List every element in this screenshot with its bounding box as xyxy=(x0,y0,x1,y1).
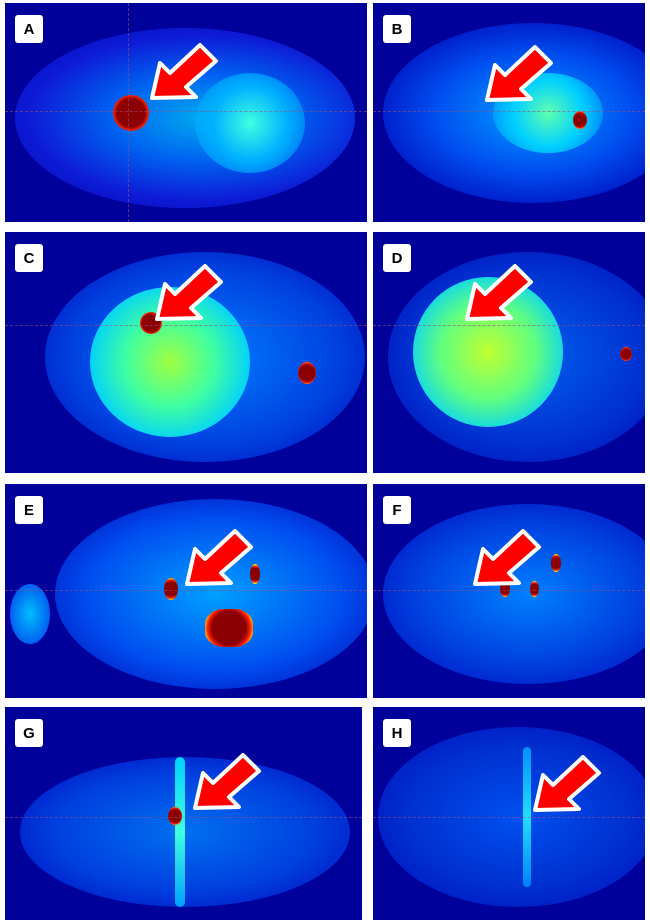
scan-panel-g: G xyxy=(5,707,362,920)
arrow-icon xyxy=(185,529,253,586)
panel-label: E xyxy=(15,496,43,524)
arrow-icon xyxy=(533,755,601,812)
panel-label: H xyxy=(383,719,411,747)
scan-panel-e: E xyxy=(5,484,367,698)
panel-label: G xyxy=(15,719,43,747)
arm-uptake xyxy=(10,584,50,644)
crosshair-horizontal xyxy=(5,325,367,326)
panel-label: D xyxy=(383,244,411,272)
lesion-hotspot xyxy=(500,581,510,597)
body-outline xyxy=(383,504,645,684)
scan-panel-c: C xyxy=(5,232,367,473)
lesion-hotspot xyxy=(530,581,539,597)
arrow-icon xyxy=(473,529,541,586)
crosshair-horizontal xyxy=(373,325,645,326)
crosshair-horizontal xyxy=(5,590,367,591)
arrow-icon xyxy=(485,45,553,102)
arrow-icon xyxy=(155,264,223,321)
crosshair-horizontal xyxy=(5,111,367,112)
lesion-hotspot xyxy=(164,578,178,600)
lesion-hotspot xyxy=(298,362,316,384)
crosshair-horizontal xyxy=(5,817,362,818)
uptake-region xyxy=(195,73,305,173)
lesion-hotspot xyxy=(205,609,253,647)
scan-panel-a: A xyxy=(5,3,367,222)
crosshair-horizontal xyxy=(373,817,645,818)
crosshair-horizontal xyxy=(373,590,645,591)
lesion-hotspot xyxy=(620,347,632,361)
arrow-icon xyxy=(150,43,218,100)
arrow-icon xyxy=(465,264,533,321)
panel-label: B xyxy=(383,15,411,43)
body-outline xyxy=(20,757,350,907)
lesion-hotspot xyxy=(168,807,182,825)
lesion-hotspot xyxy=(573,111,587,129)
scan-panel-h: H xyxy=(373,707,645,920)
lesion-hotspot xyxy=(113,95,149,131)
lesion-hotspot xyxy=(250,564,260,584)
lesion-hotspot xyxy=(551,554,561,572)
arrow-icon xyxy=(193,753,261,810)
scan-panel-d: D xyxy=(373,232,645,473)
panel-label: C xyxy=(15,244,43,272)
body-outline xyxy=(55,499,367,689)
panel-label: F xyxy=(383,496,411,524)
crosshair-vertical xyxy=(128,3,129,222)
scan-panel-b: B xyxy=(373,3,645,222)
panel-label: A xyxy=(15,15,43,43)
scan-panel-f: F xyxy=(373,484,645,698)
crosshair-horizontal xyxy=(373,111,645,112)
spine-uptake xyxy=(175,757,185,907)
